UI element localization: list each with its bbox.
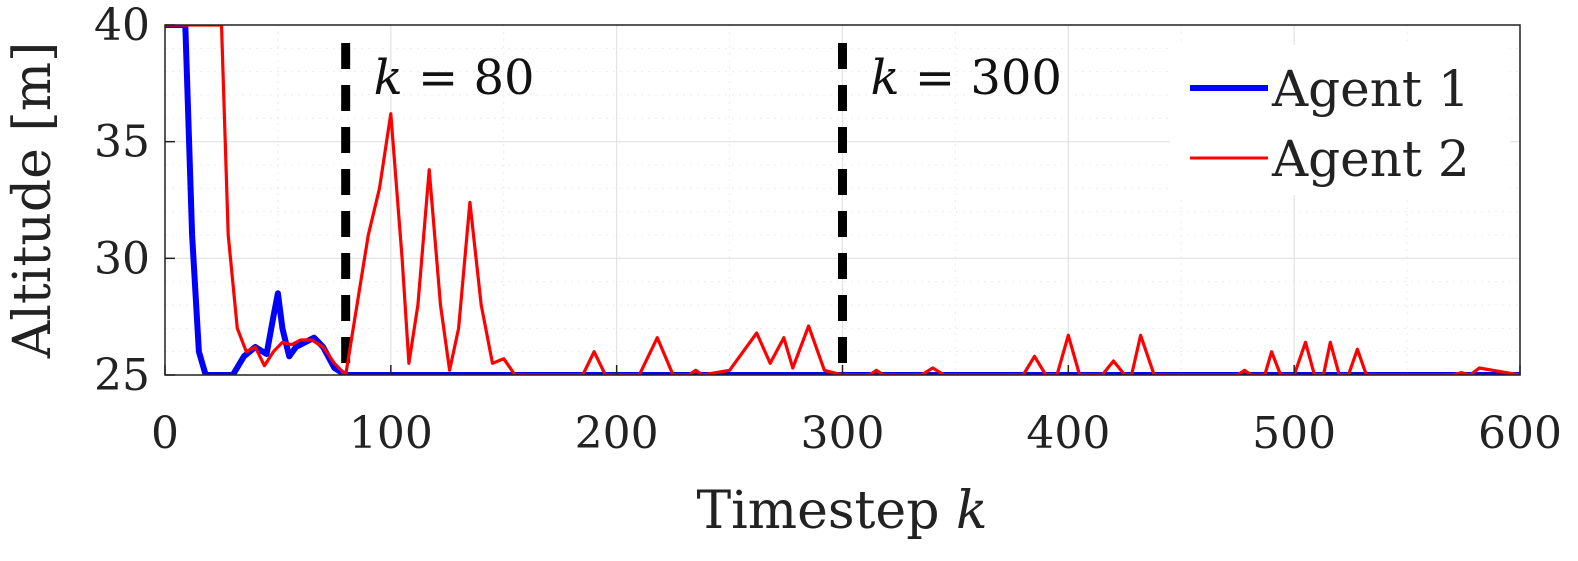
y-axis-title: Altitude [m]	[3, 42, 63, 360]
x-axis-title-text: Timestep	[696, 481, 939, 541]
legend-label-agent-1: Agent 1	[1271, 60, 1470, 118]
y-tick-label: 30	[94, 233, 150, 284]
x-axis-title-var: k	[956, 481, 988, 541]
k-marker-label-var: k	[871, 50, 900, 106]
k-marker-label-value: = 300	[900, 50, 1062, 106]
x-tick-label: 400	[1026, 408, 1110, 459]
x-tick-label: 600	[1478, 408, 1562, 459]
x-tick-label: 100	[349, 408, 433, 459]
series-lines	[165, 25, 1520, 375]
y-axis-ticks: 25 30 35 40	[94, 0, 175, 401]
legend-label-agent-2: Agent 2	[1271, 130, 1470, 188]
marker-labels: k = 80 k = 300	[374, 50, 1062, 106]
series-line-agent-2	[165, 25, 1520, 375]
x-axis-ticks: 0 100 200 300 400 500 600	[151, 365, 1562, 459]
vertical-markers	[341, 43, 847, 375]
x-tick-label: 0	[151, 408, 179, 459]
x-tick-label: 500	[1252, 408, 1336, 459]
k-marker-label-var: k	[374, 50, 403, 106]
legend-box	[1170, 45, 1510, 195]
x-tick-label: 300	[801, 408, 885, 459]
k-marker-label: k = 300	[871, 50, 1062, 106]
y-tick-label: 25	[94, 350, 150, 401]
y-tick-label: 35	[94, 117, 150, 168]
x-axis-title: Timestep k	[696, 481, 987, 541]
k-marker-label: k = 80	[374, 50, 535, 106]
y-tick-label: 40	[94, 0, 150, 51]
k-marker-label-value: = 80	[403, 50, 535, 106]
x-tick-label: 200	[575, 408, 659, 459]
legend: Agent 1 Agent 2	[1170, 45, 1510, 195]
